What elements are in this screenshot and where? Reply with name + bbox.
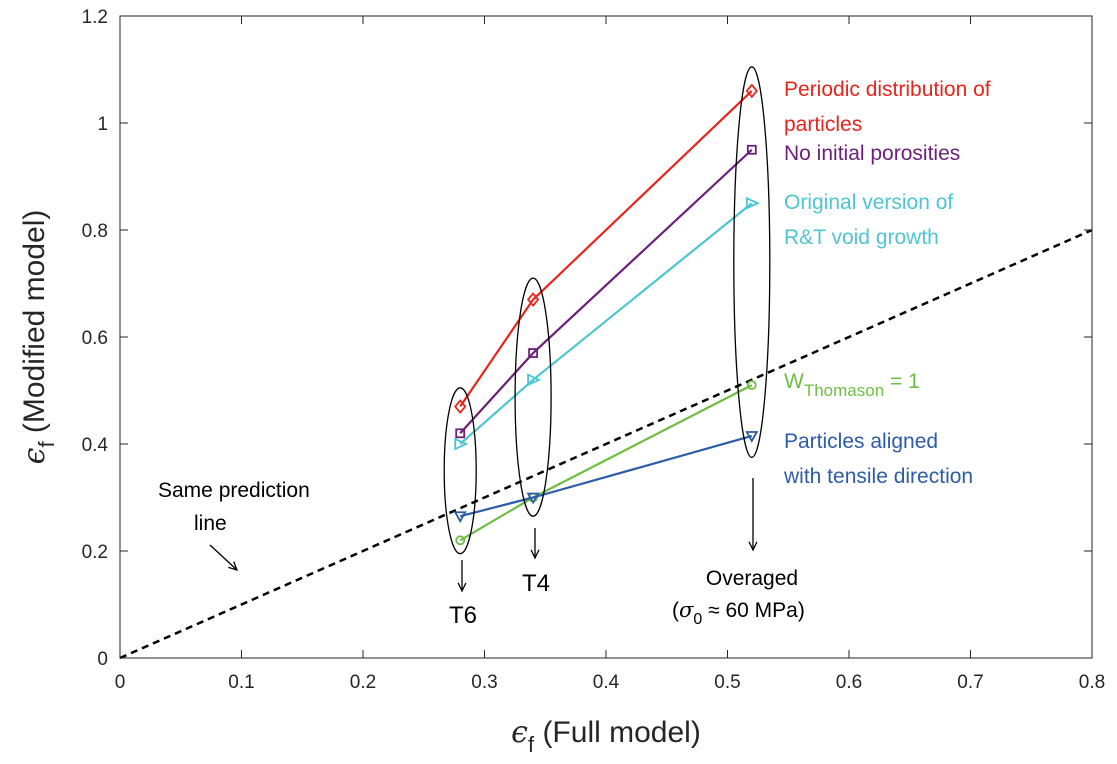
triangle-down-marker (745, 431, 759, 443)
series-label-2: No initial porosities (784, 142, 960, 165)
y-tick-label: 1.2 (82, 7, 108, 28)
x-tick-label: 0.7 (957, 672, 983, 693)
square-marker (746, 144, 757, 155)
sigma-open: ( (672, 599, 679, 622)
triangle-right-marker (527, 373, 542, 387)
series-label-1: Periodic distribution of (784, 78, 991, 101)
y-axis-sub: f (34, 441, 59, 448)
diamond-marker (454, 399, 467, 414)
series-label-4: WThomason = 1 (784, 370, 920, 400)
same-prediction-label: Same prediction (158, 479, 310, 502)
series-label-sub: Thomason (804, 381, 884, 400)
x-tick-label: 0.3 (471, 672, 497, 693)
series-label-3: R&T void growth (784, 226, 939, 249)
series-label-5: Particles aligned (784, 430, 938, 453)
axes: 0 0.1 0.2 0.3 0.4 0.5 0.6 0.7 0.8 0 0.2 0.4 0.6 0.8 1 1… (17, 7, 1105, 757)
series-label-main: W (784, 370, 804, 393)
x-tick-label: 0 (115, 672, 126, 693)
y-tick-label: 0.4 (82, 435, 109, 456)
y-tick-label: 0.8 (82, 221, 108, 242)
y-tick-label: 0.2 (82, 542, 108, 563)
annotations: Same prediction line T6 T4 Overaged (σ0 ≈ 60 … (158, 478, 805, 629)
x-tick-label: 0.1 (228, 672, 254, 693)
x-tick-label: 0.5 (714, 672, 740, 693)
x-tick-label: 0.6 (836, 672, 862, 693)
group-ellipses (443, 66, 771, 555)
series-label-1: particles (784, 113, 862, 136)
same-prediction-arrow (209, 544, 238, 571)
t4-arrow-head (530, 549, 540, 560)
triangle-right-marker (454, 437, 469, 451)
same-prediction-arrow-head (228, 561, 239, 572)
series-line-1 (459, 90, 753, 408)
y-axis-label: ϵf (Modified model) (17, 210, 59, 465)
reference-line-group (119, 228, 1093, 660)
x-tick-label: 0.8 (1079, 672, 1105, 693)
circle-marker (746, 380, 757, 391)
square-marker (528, 348, 538, 358)
overaged-arrow-head (748, 541, 758, 552)
sigma-label: (σ0 ≈ 60 MPa) (672, 598, 805, 628)
square-marker (455, 428, 466, 439)
axes-box (119, 15, 1093, 659)
t6-arrow-head (457, 582, 467, 593)
series-group (453, 83, 760, 546)
diamond-marker (745, 83, 758, 99)
series-label-rest: = 1 (884, 370, 920, 393)
x-axis-label: ϵf (Full model) (511, 715, 701, 757)
ellipse-overaged (733, 66, 771, 459)
same-prediction-label-2: line (194, 512, 227, 535)
triangle-right-marker (745, 196, 760, 210)
ellipse-t4 (514, 277, 552, 517)
y-tick-label: 1 (97, 114, 108, 135)
diamond-marker (526, 292, 540, 307)
x-axis-symbol: ϵ (511, 715, 528, 750)
series-label-5: with tensile direction (783, 465, 973, 488)
same-prediction-line (119, 228, 1093, 660)
y-axis-text: (Modified model) (18, 210, 51, 442)
series-line-5 (459, 434, 753, 518)
overaged-label: Overaged (706, 567, 798, 590)
triangle-down-marker (453, 511, 467, 524)
y-axis-symbol: ϵ (17, 447, 52, 464)
ellipse-t6 (443, 387, 477, 555)
y-tick-label: 0 (97, 649, 108, 670)
sigma-symbol: σ (679, 598, 694, 622)
t6-label: T6 (449, 602, 477, 629)
t4-label: T4 (522, 570, 550, 597)
sigma-text: ≈ 60 MPa) (702, 599, 805, 622)
series-label-3: Original version of (784, 191, 953, 214)
series-line-2 (459, 148, 753, 435)
triangle-down-marker (526, 492, 540, 505)
series-line-3 (459, 202, 753, 445)
series-labels: Periodic distribution of particles No init… (783, 78, 991, 488)
series-line-4 (459, 384, 753, 542)
y-tick-label: 0.6 (82, 328, 108, 349)
circle-marker (455, 535, 466, 546)
x-axis-text: (Full model) (534, 716, 701, 749)
sigma-sub: 0 (693, 611, 702, 628)
x-axis-sub: f (528, 732, 535, 757)
x-tick-label: 0.4 (593, 672, 620, 693)
x-tick-label: 0.2 (350, 672, 376, 693)
